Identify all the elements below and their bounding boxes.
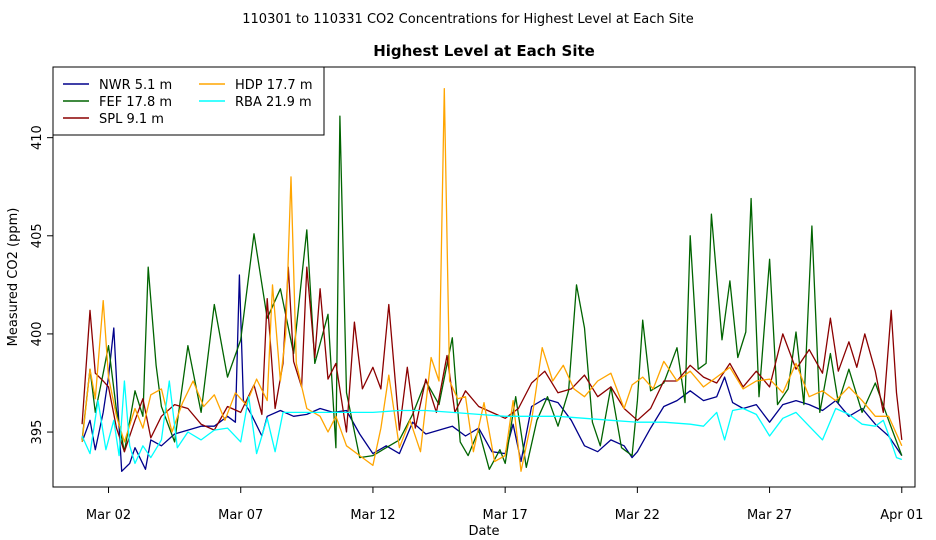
x-axis: Mar 02 Mar 07 Mar 12 Mar 17 Mar 22 Mar 27 Apr … [86,486,923,523]
x-axis-label: Date [468,524,499,539]
x-tick-label: Mar 12 [350,508,395,523]
series-line-rba [81,380,903,465]
x-tick-label: Mar 17 [483,508,528,523]
y-axis: 395 400 405 410 [30,125,54,445]
legend-label-rba: RBA 21.9 m [235,95,312,110]
x-tick-label: Apr 01 [880,508,923,523]
y-axis-label: Measured CO2 (ppm) [6,208,21,347]
series-line-spl [81,266,903,453]
y-tick-label: 410 [30,125,45,150]
series-line-fef [81,115,903,470]
legend-label-nwr: NWR 5.1 m [99,78,172,93]
x-tick-label: Mar 02 [86,508,131,523]
series-line-hdp [81,87,903,472]
legend: NWR 5.1 m FEF 17.8 m SPL 9.1 m HDP 17.7 m RB… [52,66,325,136]
x-tick-label: Mar 22 [615,508,660,523]
legend-label-spl: SPL 9.1 m [99,112,164,127]
y-tick-label: 400 [30,322,45,347]
series-line-nwr [81,274,903,472]
y-tick-label: 405 [30,223,45,248]
chart-title: Highest Level at Each Site [373,42,595,60]
series-group [81,87,903,472]
suptitle: 110301 to 110331 CO2 Concentrations for … [242,12,693,27]
legend-box [52,66,325,136]
legend-label-fef: FEF 17.8 m [99,95,172,110]
y-tick-label: 395 [30,420,45,445]
x-tick-label: Mar 27 [747,508,792,523]
x-tick-label: Mar 07 [218,508,263,523]
legend-label-hdp: HDP 17.7 m [235,78,313,93]
